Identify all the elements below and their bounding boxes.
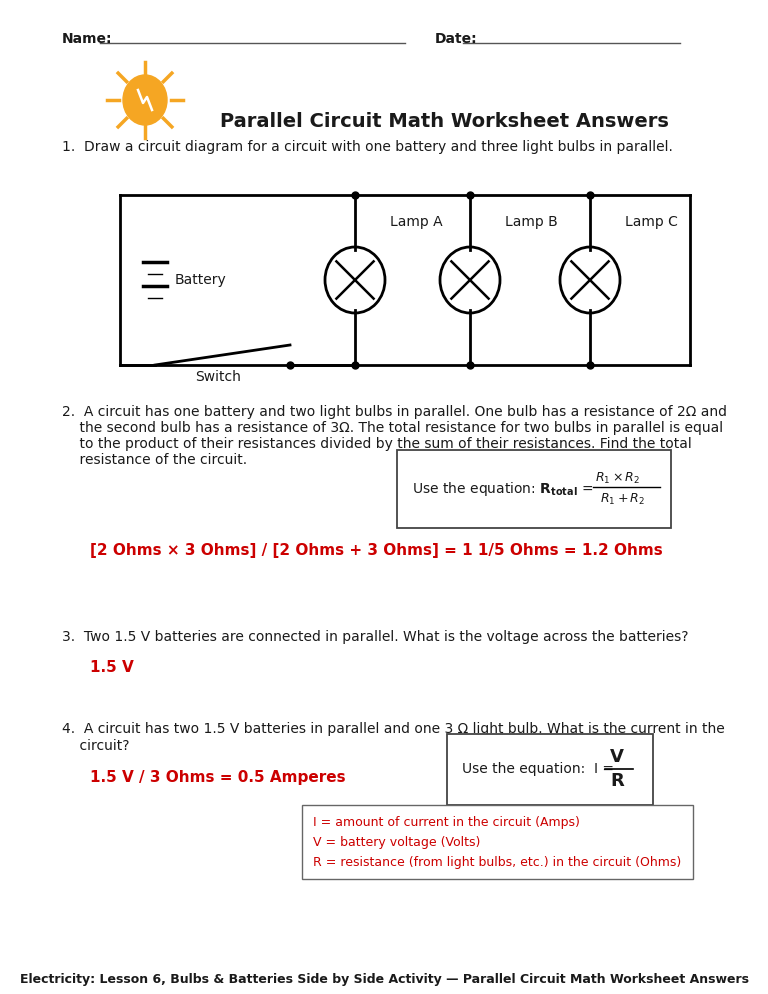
Text: to the product of their resistances divided by the sum of their resistances. Fin: to the product of their resistances divi… [62,437,692,451]
Text: $R_1 \times R_2$: $R_1 \times R_2$ [595,470,641,485]
Text: Parallel Circuit Math Worksheet Answers: Parallel Circuit Math Worksheet Answers [220,112,669,131]
Text: 1.5 V: 1.5 V [90,660,134,675]
Text: [2 Ohms × 3 Ohms] / [2 Ohms + 3 Ohms] = 1 1/5 Ohms = 1.2 Ohms: [2 Ohms × 3 Ohms] / [2 Ohms + 3 Ohms] = … [90,543,663,558]
FancyBboxPatch shape [447,734,653,805]
Text: $R_1 + R_2$: $R_1 + R_2$ [600,491,645,507]
Text: Electricity: Lesson 6, Bulbs & Batteries Side by Side Activity — Parallel Circui: Electricity: Lesson 6, Bulbs & Batteries… [19,973,749,986]
Ellipse shape [123,75,167,125]
Text: Lamp C: Lamp C [625,215,678,229]
Text: Use the equation:  I =: Use the equation: I = [462,762,614,776]
Text: Lamp A: Lamp A [390,215,442,229]
Text: Use the equation: $\mathbf{R_{total}}$ =: Use the equation: $\mathbf{R_{total}}$ = [412,480,594,498]
Text: the second bulb has a resistance of 3Ω. The total resistance for two bulbs in pa: the second bulb has a resistance of 3Ω. … [62,421,723,435]
Text: V: V [610,748,624,766]
Text: Battery: Battery [175,273,227,287]
Text: R = resistance (from light bulbs, etc.) in the circuit (Ohms): R = resistance (from light bulbs, etc.) … [313,856,681,869]
Text: I = amount of current in the circuit (Amps): I = amount of current in the circuit (Am… [313,816,580,829]
Text: 1.  Draw a circuit diagram for a circuit with one battery and three light bulbs : 1. Draw a circuit diagram for a circuit … [62,140,673,154]
Text: V = battery voltage (Volts): V = battery voltage (Volts) [313,836,480,849]
Text: Lamp B: Lamp B [505,215,558,229]
Text: 2.  A circuit has one battery and two light bulbs in parallel. One bulb has a re: 2. A circuit has one battery and two lig… [62,405,727,419]
Text: Name:: Name: [62,32,112,46]
Text: 1.5 V / 3 Ohms = 0.5 Amperes: 1.5 V / 3 Ohms = 0.5 Amperes [90,770,346,785]
FancyBboxPatch shape [302,805,693,879]
Text: Date:: Date: [435,32,478,46]
Text: 4.  A circuit has two 1.5 V batteries in parallel and one 3 Ω light bulb. What i: 4. A circuit has two 1.5 V batteries in … [62,722,725,736]
Text: R: R [610,772,624,790]
Text: Switch: Switch [195,370,241,384]
Text: resistance of the circuit.: resistance of the circuit. [62,453,247,467]
FancyBboxPatch shape [397,450,671,528]
Text: 3.  Two 1.5 V batteries are connected in parallel. What is the voltage across th: 3. Two 1.5 V batteries are connected in … [62,630,688,644]
Text: circuit?: circuit? [62,739,130,753]
